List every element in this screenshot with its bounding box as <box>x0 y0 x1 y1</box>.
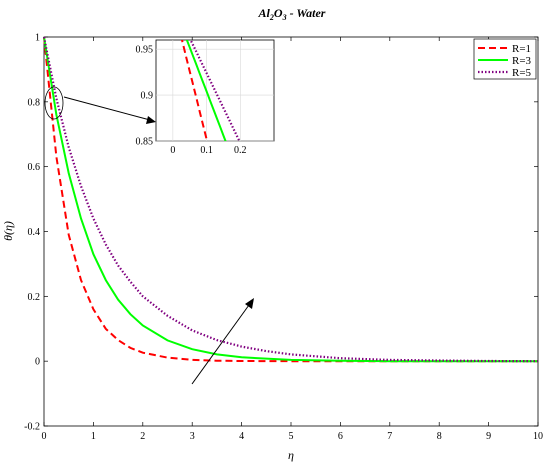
plot-area <box>43 36 539 427</box>
inset-series-line-1 <box>180 40 209 141</box>
series-line-1 <box>43 36 538 363</box>
x-tick-label: 8 <box>437 431 442 442</box>
series-line-3 <box>42 36 539 363</box>
trend-arrowhead <box>245 298 254 309</box>
x-tick-label: 3 <box>190 431 195 442</box>
y-axis-label: θ(η) <box>1 221 15 241</box>
series-lines <box>42 36 539 363</box>
y-tick-label: 1 <box>35 33 40 44</box>
legend-label-2: R=3 <box>512 55 532 67</box>
y-tick-label: 0.6 <box>28 162 41 173</box>
trend-arrow <box>191 304 250 385</box>
x-tick-label: 4 <box>239 431 244 442</box>
legend-label-3: R=5 <box>512 67 532 79</box>
x-tick-label: 0 <box>42 431 47 442</box>
series-line-2 <box>43 36 538 363</box>
inset-lines <box>180 40 241 141</box>
inset-x-tick-label: 0 <box>170 145 175 156</box>
y-tick-label: 0.4 <box>28 227 41 238</box>
legend-label-1: R=1 <box>512 43 531 55</box>
y-tick-label: 0.8 <box>28 97 41 108</box>
inset-series-line-3 <box>189 40 241 141</box>
inset-y-tick-label: 0.9 <box>141 91 154 102</box>
x-tick-label: 9 <box>486 431 491 442</box>
x-tick-label: 2 <box>140 431 145 442</box>
zoom-arrow <box>63 96 151 121</box>
inset-plot: 0 0.1 0.2 0.85 0.9 0.95 <box>136 39 275 156</box>
y-ticks: -0.2 0 0.2 0.4 0.6 0.8 1 <box>24 33 538 433</box>
x-tick-label: 7 <box>387 431 392 442</box>
inset-area <box>155 39 275 142</box>
inset-x-tick-label: 0.1 <box>200 145 213 156</box>
legend: R=1R=3R=5 <box>473 38 537 80</box>
x-tick-label: 5 <box>289 431 294 442</box>
zoom-arrowhead <box>146 116 156 124</box>
chart-title: Al2O3 - Water <box>258 6 326 22</box>
x-axis-label: η <box>288 448 294 462</box>
y-tick-label: 0 <box>35 357 40 368</box>
inset-y-tick-label: 0.95 <box>136 45 154 56</box>
x-tick-label: 1 <box>91 431 96 442</box>
inset-y-tick-label: 0.85 <box>136 137 154 148</box>
zoom-ellipse <box>44 86 64 120</box>
x-tick-label: 6 <box>338 431 343 442</box>
y-tick-label: 0.2 <box>28 292 41 303</box>
inset-x-tick-label: 0.2 <box>234 145 247 156</box>
x-tick-label: 10 <box>533 431 543 442</box>
y-tick-label: -0.2 <box>24 422 40 433</box>
inset-series-line-2 <box>185 40 227 141</box>
inset-ticks: 0 0.1 0.2 0.85 0.9 0.95 <box>136 45 247 156</box>
